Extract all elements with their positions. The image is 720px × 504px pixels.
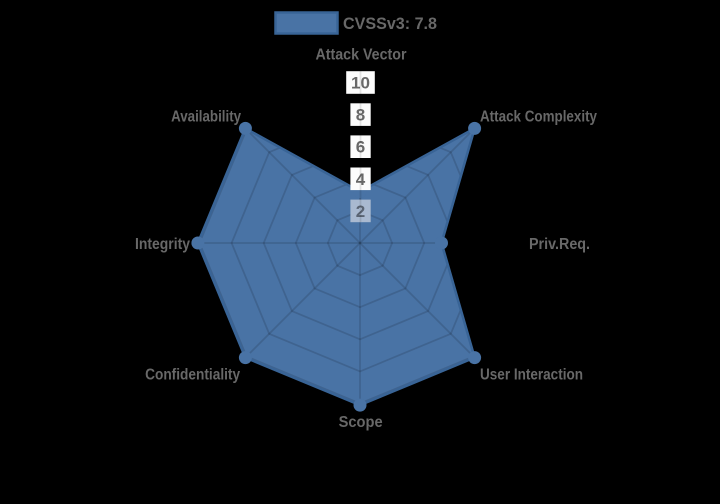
svg-text:Attack Complexity: Attack Complexity: [480, 109, 597, 126]
svg-text:Attack Vector: Attack Vector: [316, 47, 407, 64]
svg-text:6: 6: [356, 138, 365, 157]
svg-text:User Interaction: User Interaction: [480, 367, 583, 384]
svg-text:Priv.Req.: Priv.Req.: [529, 236, 590, 253]
svg-text:Availability: Availability: [171, 109, 241, 126]
svg-text:Integrity: Integrity: [135, 236, 190, 253]
svg-text:8: 8: [356, 106, 365, 125]
svg-text:Scope: Scope: [339, 414, 383, 431]
svg-text:CVSSv3: 7.8: CVSSv3: 7.8: [343, 14, 437, 33]
svg-text:Confidentiality: Confidentiality: [145, 367, 240, 384]
svg-text:10: 10: [351, 74, 370, 93]
svg-text:4: 4: [356, 170, 366, 189]
svg-text:2: 2: [356, 202, 365, 221]
